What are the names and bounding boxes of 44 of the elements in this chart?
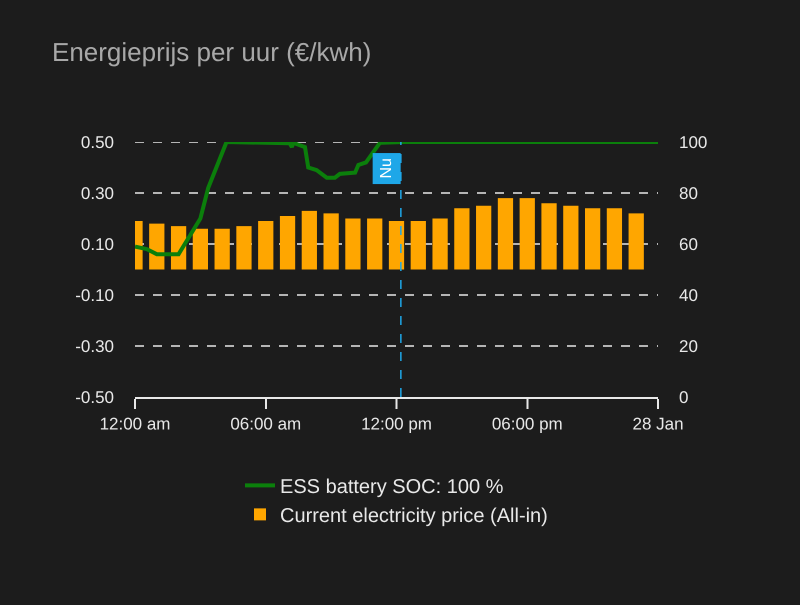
legend-label: Current electricity price (All-in)	[280, 505, 548, 528]
x-tick-label: 28 Jan	[632, 414, 684, 434]
x-tick-label: 06:00 am	[230, 414, 302, 434]
bar	[345, 218, 361, 270]
bar	[606, 208, 622, 270]
bar	[367, 218, 382, 270]
bar	[258, 221, 274, 270]
bar	[454, 208, 470, 270]
y-tick-label: 0.30	[80, 184, 114, 203]
line-series	[135, 142, 658, 256]
bar	[324, 213, 339, 270]
y2-tick-label: 20	[679, 336, 698, 356]
bar	[410, 221, 426, 270]
bar	[149, 224, 164, 270]
bar	[280, 216, 296, 270]
x-tick-label: 12:00 pm	[361, 414, 432, 434]
bar	[302, 210, 317, 270]
y2-tick-label: 40	[679, 286, 698, 305]
y-tick-label: -0.10	[75, 286, 114, 305]
y2-tick-label: 0	[679, 388, 688, 407]
x-tick-label: 06:00 pm	[492, 414, 563, 434]
y2-tick-label: 100	[679, 132, 708, 152]
y-tick-label: 0.50	[80, 132, 114, 152]
bar	[388, 221, 404, 270]
bar	[476, 206, 492, 270]
bar	[214, 228, 230, 270]
y-tick-label: -0.30	[75, 336, 114, 356]
y2-tick-label: 60	[679, 234, 698, 254]
y-tick-label: -0.50	[75, 388, 114, 407]
y2-tick-label: 80	[679, 184, 698, 203]
bar	[563, 206, 578, 270]
bar	[628, 213, 644, 270]
y-tick-label: 0.10	[80, 234, 114, 254]
bar	[432, 218, 448, 270]
chart-title: Energieprijs per uur (€/kwh)	[52, 37, 372, 68]
bar	[498, 198, 514, 270]
ref-line-label: Nu	[378, 158, 396, 179]
bar	[236, 226, 252, 270]
bar	[192, 228, 208, 270]
bar	[541, 203, 557, 270]
x-tick-label: 12:00 am	[100, 414, 170, 434]
bar	[520, 198, 535, 270]
bar	[585, 208, 600, 270]
legend-label: ESS battery SOC: 100 %	[280, 476, 504, 498]
